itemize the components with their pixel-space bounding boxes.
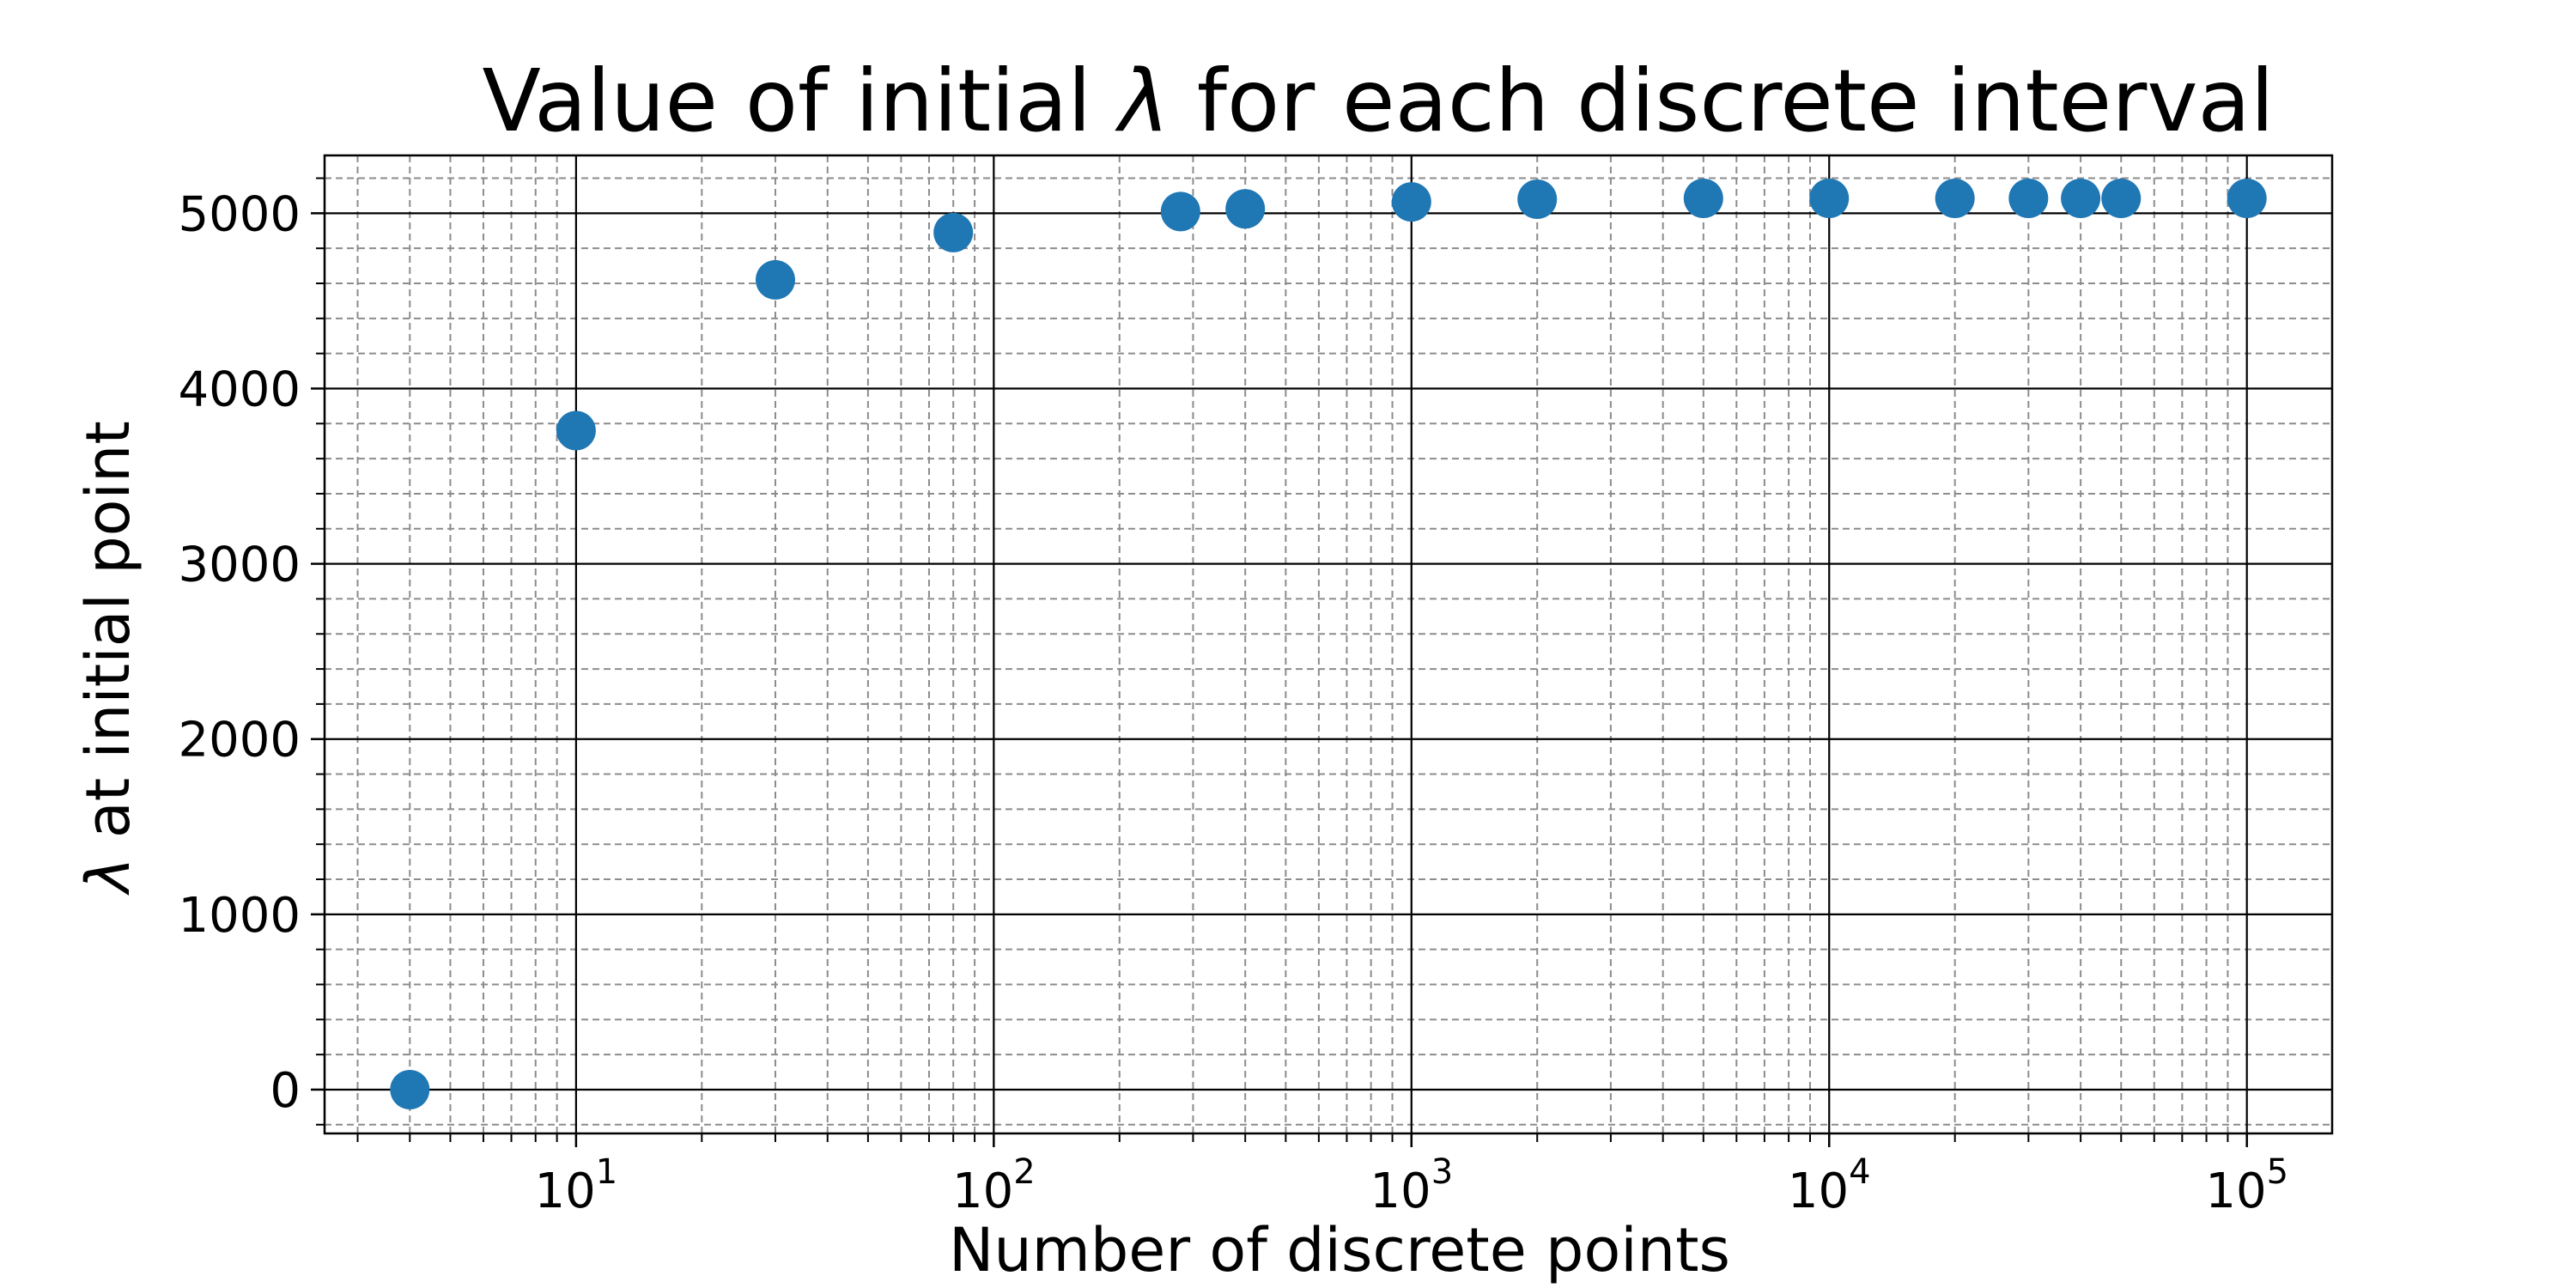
data-point-0 [390, 1069, 430, 1109]
x-tick-base: 10 [1788, 1163, 1849, 1219]
data-point-11 [2008, 179, 2049, 219]
data-point-6 [1391, 182, 1431, 222]
data-point-9 [1809, 179, 1850, 219]
minor-grid [325, 155, 2332, 1133]
plot-frame [323, 154, 2334, 1135]
x-tick-label-2: 103 [1370, 1152, 1453, 1219]
chart-title: Value of initial λ for each discrete int… [482, 51, 2274, 151]
x-tick-base: 10 [535, 1163, 596, 1219]
data-point-12 [2061, 179, 2101, 219]
data-point-8 [1683, 179, 1723, 219]
x-tick-base: 10 [2205, 1163, 2266, 1219]
data-point-3 [933, 212, 974, 252]
title-suffix: for each discrete interval [1170, 51, 2275, 151]
x-tick-exponent: 2 [1013, 1152, 1035, 1192]
data-point-5 [1225, 189, 1266, 229]
x-axis-label: Number of discrete points [949, 1215, 1730, 1285]
y-tick-label-0: 0 [270, 1063, 301, 1119]
y-tick-label-4: 4000 [178, 361, 301, 417]
x-tick-label-4: 105 [2205, 1152, 2288, 1219]
x-tick-label-1: 102 [952, 1152, 1036, 1219]
y-tick-label-3: 3000 [178, 538, 301, 593]
data-point-7 [1517, 179, 1558, 220]
x-tick-label-0: 101 [535, 1152, 618, 1219]
data-point-1 [556, 410, 596, 451]
x-tick-base: 10 [1370, 1163, 1431, 1219]
title-prefix: Value of initial [482, 51, 1118, 151]
x-tick-exponent: 3 [1431, 1152, 1453, 1192]
y-axis-label: λ at initial point [73, 421, 143, 896]
y-label-symbol: λ [73, 857, 143, 896]
y-tick-label-2: 2000 [178, 713, 301, 769]
x-tick-base: 10 [952, 1163, 1013, 1219]
y-tick-label-1: 1000 [178, 888, 301, 944]
x-tick-label-3: 104 [1788, 1152, 1871, 1219]
x-tick-exponent: 5 [2267, 1152, 2288, 1192]
data-point-14 [2227, 179, 2267, 219]
y-label-suffix: at initial point [73, 421, 143, 857]
y-tick-label-5: 5000 [178, 186, 301, 242]
title-symbol: λ [1115, 51, 1170, 151]
data-point-10 [1935, 179, 1975, 219]
data-points [390, 179, 2267, 1109]
data-point-4 [1160, 191, 1200, 232]
data-point-2 [755, 259, 795, 300]
data-point-13 [2101, 179, 2142, 219]
x-tick-exponent: 1 [596, 1152, 617, 1192]
x-tick-exponent: 4 [1849, 1152, 1870, 1192]
major-grid [325, 155, 2332, 1133]
